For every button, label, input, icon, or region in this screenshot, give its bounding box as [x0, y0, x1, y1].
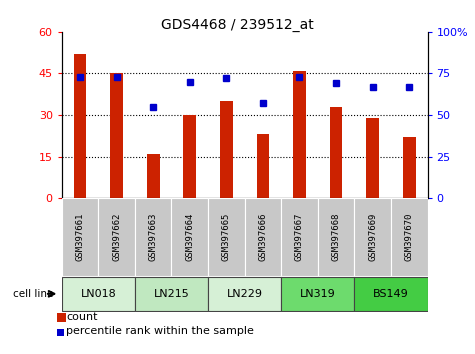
- Text: GSM397662: GSM397662: [112, 213, 121, 261]
- Text: GSM397664: GSM397664: [185, 213, 194, 261]
- Bar: [62, 277, 135, 311]
- Bar: [98, 198, 135, 276]
- Bar: [147, 154, 160, 198]
- Text: GSM397668: GSM397668: [332, 213, 341, 261]
- Bar: [318, 198, 354, 276]
- Text: LN018: LN018: [80, 289, 116, 299]
- Bar: [354, 198, 391, 276]
- Text: cell line: cell line: [13, 289, 57, 299]
- Bar: [135, 277, 208, 311]
- Bar: [281, 198, 318, 276]
- Text: GSM397661: GSM397661: [76, 213, 85, 261]
- Bar: [220, 101, 233, 198]
- Text: GSM397666: GSM397666: [258, 213, 267, 261]
- Bar: [171, 198, 208, 276]
- Bar: [293, 71, 306, 198]
- Bar: [391, 198, 428, 276]
- Bar: [110, 74, 123, 198]
- Text: count: count: [66, 312, 98, 322]
- Bar: [281, 277, 354, 311]
- Bar: [354, 277, 428, 311]
- Text: LN319: LN319: [300, 289, 336, 299]
- Text: BS149: BS149: [373, 289, 409, 299]
- Text: GSM397667: GSM397667: [295, 213, 304, 261]
- Bar: [74, 54, 86, 198]
- Text: GSM397663: GSM397663: [149, 213, 158, 261]
- Bar: [208, 277, 281, 311]
- Text: GDS4468 / 239512_at: GDS4468 / 239512_at: [161, 18, 314, 32]
- Text: GSM397665: GSM397665: [222, 213, 231, 261]
- Text: GSM397669: GSM397669: [368, 213, 377, 261]
- Text: LN229: LN229: [227, 289, 263, 299]
- Bar: [208, 198, 245, 276]
- Bar: [403, 137, 416, 198]
- Bar: [62, 198, 98, 276]
- Bar: [183, 115, 196, 198]
- Bar: [135, 198, 171, 276]
- Bar: [330, 107, 342, 198]
- Bar: [256, 135, 269, 198]
- Bar: [366, 118, 379, 198]
- Text: LN215: LN215: [153, 289, 190, 299]
- Text: percentile rank within the sample: percentile rank within the sample: [66, 326, 255, 336]
- Text: GSM397670: GSM397670: [405, 213, 414, 261]
- Bar: [245, 198, 281, 276]
